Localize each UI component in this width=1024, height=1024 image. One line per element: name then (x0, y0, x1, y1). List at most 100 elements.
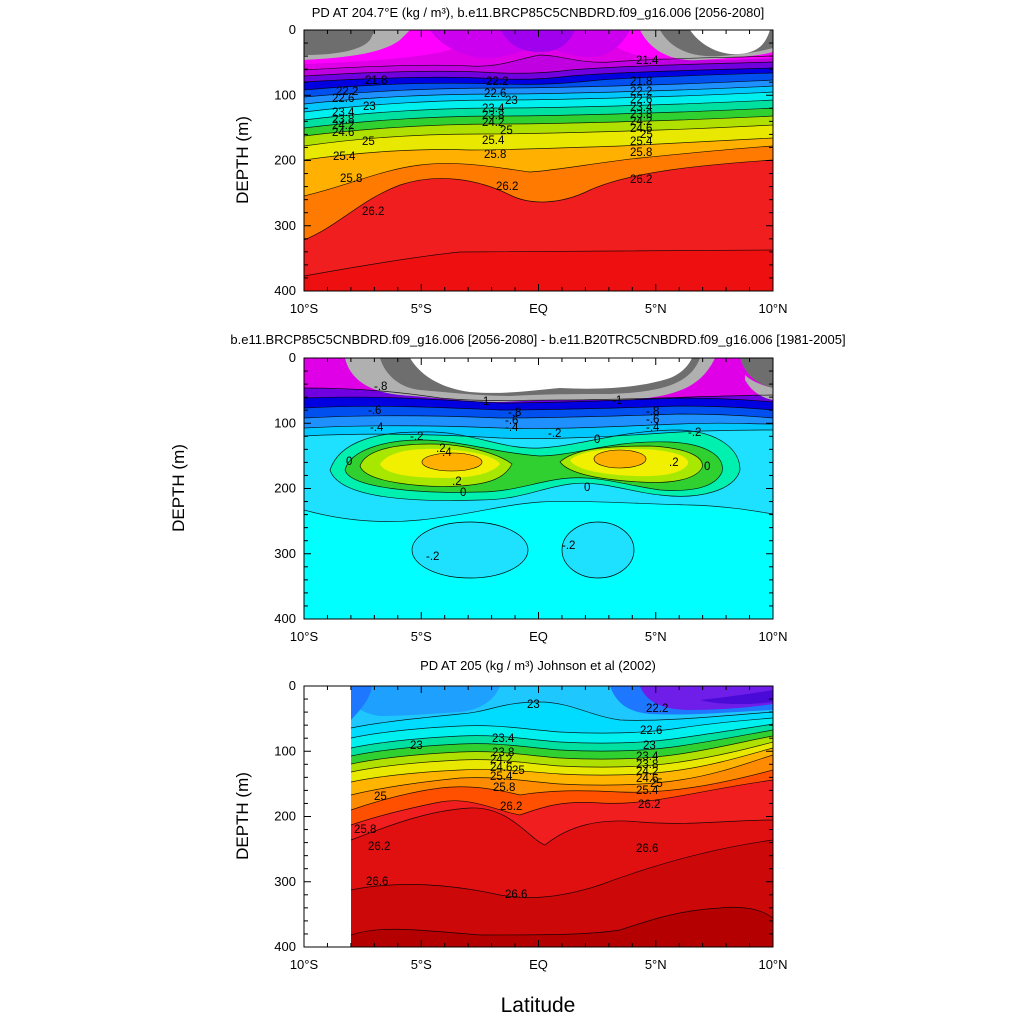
panel-1-fill (304, 30, 773, 291)
panel-1-title: PD AT 204.7°E (kg / m³), b.e11.BRCP85C5C… (312, 5, 765, 20)
contour-label: 22.2 (486, 76, 508, 88)
x-tick-label: 10°S (290, 957, 319, 972)
contour-label: 24.2 (332, 120, 354, 132)
contour-label: 23.4 (630, 102, 653, 114)
contour-label: 26.2 (638, 799, 660, 811)
contour-label: 25.4 (490, 771, 513, 783)
contour-label: 0 (584, 482, 590, 494)
y-tick-label: 200 (274, 153, 296, 168)
x-tick-label: 5°N (645, 629, 667, 644)
contour-label: 22.6 (630, 94, 652, 106)
contour-label: 22.6 (484, 88, 506, 100)
contour-label: 24.6 (630, 123, 652, 135)
x-tick-label: 10°N (758, 629, 787, 644)
contour-label: 26.2 (630, 174, 652, 186)
panel-3: PD AT 205 (kg / m³) Johnson et al (2002) (233, 658, 788, 972)
contour-label: 23 (643, 740, 656, 752)
contour-label: .2 (669, 457, 679, 469)
panel-3-ylabel: DEPTH (m) (233, 772, 252, 860)
contour-label: 25.8 (354, 824, 376, 836)
x-tick-label: 10°N (758, 301, 787, 316)
contour-label: 24.6 (332, 127, 354, 139)
x-tick-label: 10°S (290, 301, 319, 316)
y-tick-label: 300 (274, 874, 296, 889)
contour-label: 26.2 (368, 841, 390, 853)
contour-label: 23.4 (492, 733, 515, 745)
contour-label: 22.2 (646, 703, 668, 715)
contour-label: 23 (363, 101, 376, 113)
contour-label: 23 (505, 95, 518, 107)
contour-label: -.8 (646, 406, 659, 418)
contour-label: -.6 (368, 405, 381, 417)
contour-label: 25 (500, 125, 513, 137)
x-tick-label: 5°N (645, 301, 667, 316)
panel-3-contour-labels: 23 22.2 22.6 23 23.4 23.8 24.2 24.6 25 2… (354, 699, 668, 901)
panel-2-fill (304, 358, 773, 619)
y-tick-label: 0 (289, 22, 296, 37)
contour-label: 25.8 (340, 173, 362, 185)
y-tick-label: 300 (274, 546, 296, 561)
contour-label: 26.6 (366, 876, 388, 888)
contour-label: .4 (442, 447, 452, 459)
contour-label: 0 (460, 487, 466, 499)
contour-label: -.2 (562, 540, 575, 552)
x-tick-label: 10°S (290, 629, 319, 644)
x-axis-label: Latitude (501, 994, 576, 1017)
contour-label: 24.2 (482, 117, 504, 129)
contour-label: 23 (410, 740, 423, 752)
panel-2-ticks: 10°S 5°S EQ 5°N 10°N 0 100 200 300 400 (274, 350, 787, 644)
contour-label: 23.4 (332, 107, 355, 119)
contour-label: 24.6 (490, 762, 512, 774)
contour-label: 21.8 (630, 76, 652, 88)
contour-label: 23.8 (482, 110, 504, 122)
contour-label: 25.8 (484, 149, 506, 161)
contour-label: 23.8 (492, 747, 514, 759)
panel-3-ticks: 10°S 5°S EQ 5°N 10°N 0 100 200 300 400 (274, 678, 787, 972)
y-tick-label: 0 (289, 350, 296, 365)
x-tick-label: 10°N (758, 957, 787, 972)
contour-label: 25.8 (630, 147, 652, 159)
contour-label: 24.2 (630, 116, 652, 128)
y-tick-label: 400 (274, 283, 296, 298)
x-tick-label: EQ (529, 957, 548, 972)
y-tick-label: 400 (274, 939, 296, 954)
contour-label: 25 (512, 765, 525, 777)
contour-label: -.2 (548, 428, 561, 440)
contour-label: -.4 (505, 422, 519, 434)
contour-label: -.4 (646, 422, 660, 434)
contour-label: .2 (436, 443, 446, 455)
y-tick-label: 100 (274, 743, 296, 758)
contour-label: 22.6 (640, 725, 662, 737)
contour-label: 26.2 (496, 181, 518, 193)
contour-label: 25.4 (630, 136, 653, 148)
contour-label: 23.8 (332, 114, 354, 126)
panel-3-title: PD AT 205 (kg / m³) Johnson et al (2002) (420, 658, 656, 673)
contour-label: 24.6 (636, 773, 658, 785)
x-tick-label: 5°S (411, 301, 432, 316)
contour-label: 22.6 (332, 93, 354, 105)
y-tick-label: 400 (274, 611, 296, 626)
contour-label: 26.2 (362, 206, 384, 218)
contour-label: 23.8 (636, 759, 658, 771)
contour-label: 23.4 (636, 751, 659, 763)
contour-label: -1 (612, 395, 622, 407)
contour-label: 0 (594, 434, 600, 446)
contour-label: 24.2 (490, 754, 512, 766)
contour-label: 26.2 (500, 801, 522, 813)
contour-label: 25 (650, 778, 663, 790)
contour-label: 22.2 (336, 86, 358, 98)
x-tick-label: EQ (529, 629, 548, 644)
contour-label: -.2 (426, 551, 439, 563)
y-tick-label: 100 (274, 415, 296, 430)
contour-label: -.6 (646, 414, 659, 426)
contour-label: 26.6 (636, 843, 658, 855)
x-tick-label: 5°N (645, 957, 667, 972)
panel-2-ylabel: DEPTH (m) (169, 444, 188, 532)
contour-label: -.6 (505, 415, 518, 427)
contour-label: -.2 (688, 427, 701, 439)
contour-label: -.8 (374, 381, 387, 393)
panel-3-fill (350, 686, 773, 947)
x-tick-label: 5°S (411, 629, 432, 644)
y-tick-label: 100 (274, 87, 296, 102)
